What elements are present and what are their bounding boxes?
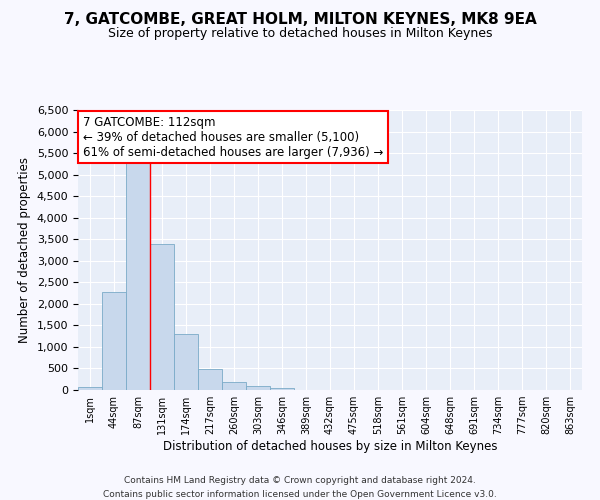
Y-axis label: Number of detached properties: Number of detached properties <box>18 157 31 343</box>
X-axis label: Distribution of detached houses by size in Milton Keynes: Distribution of detached houses by size … <box>163 440 497 453</box>
Bar <box>150 244 174 390</box>
Bar <box>198 370 222 390</box>
Text: Size of property relative to detached houses in Milton Keynes: Size of property relative to detached ho… <box>108 28 492 40</box>
Text: 7, GATCOMBE, GREAT HOLM, MILTON KEYNES, MK8 9EA: 7, GATCOMBE, GREAT HOLM, MILTON KEYNES, … <box>64 12 536 28</box>
Bar <box>102 292 126 390</box>
Text: Contains public sector information licensed under the Open Government Licence v3: Contains public sector information licen… <box>103 490 497 499</box>
Text: Contains HM Land Registry data © Crown copyright and database right 2024.: Contains HM Land Registry data © Crown c… <box>124 476 476 485</box>
Bar <box>78 387 102 390</box>
Bar <box>270 388 294 390</box>
Bar <box>222 382 246 390</box>
Bar <box>126 155 150 390</box>
Bar <box>174 334 198 390</box>
Bar <box>246 386 270 390</box>
Text: 7 GATCOMBE: 112sqm
← 39% of detached houses are smaller (5,100)
61% of semi-deta: 7 GATCOMBE: 112sqm ← 39% of detached hou… <box>83 116 383 158</box>
